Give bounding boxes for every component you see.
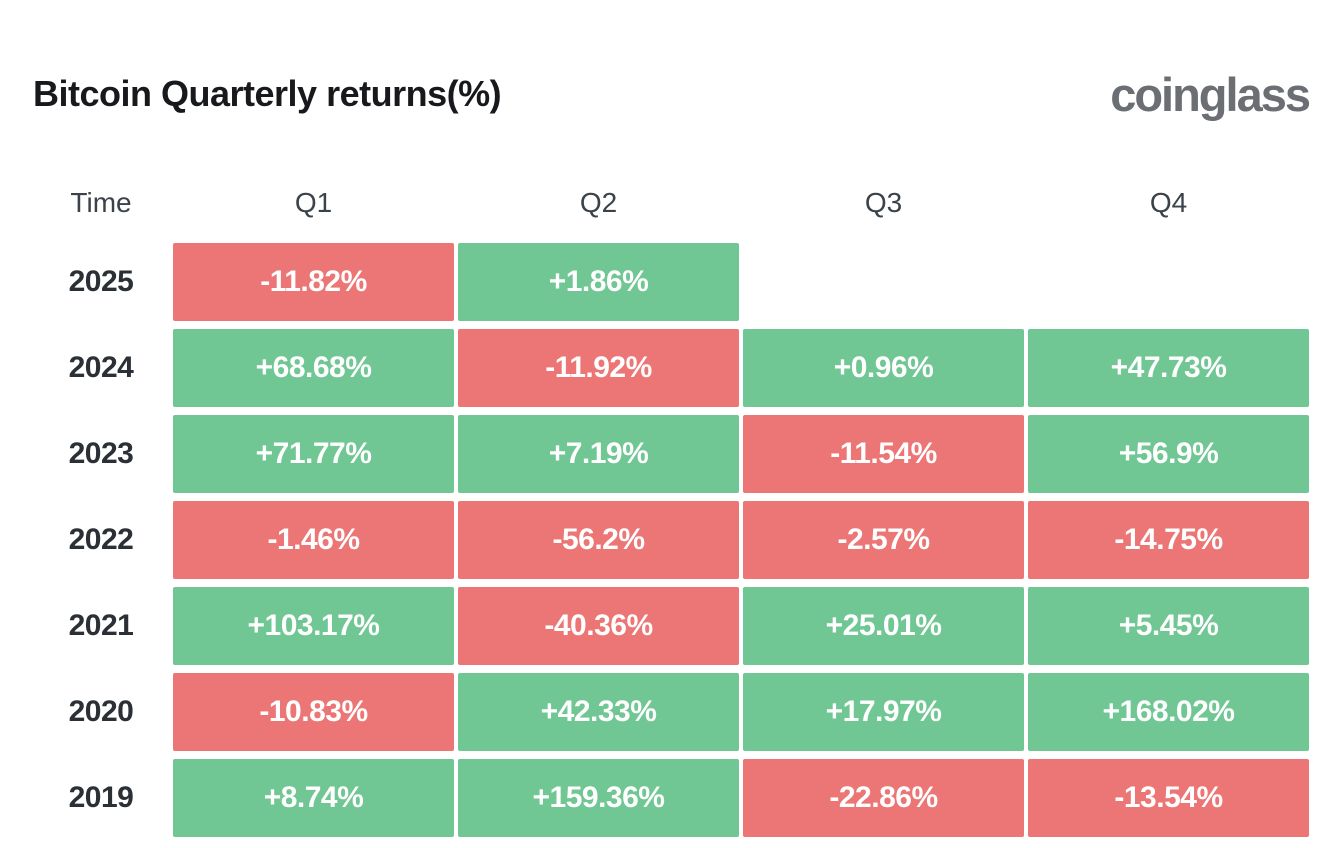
table-header-row: Time Q1 Q2 Q3 Q4: [0, 183, 1309, 223]
cell-2025-q3: [743, 243, 1024, 321]
cell-2024-q1: +68.68%: [173, 329, 454, 407]
cell-2021-q2: -40.36%: [458, 587, 739, 665]
row-label-2019: 2019: [68, 781, 134, 814]
column-header-q1: Q1: [294, 187, 333, 218]
cell-2020-q4: +168.02%: [1028, 673, 1309, 751]
cell-2023-q1: +71.77%: [173, 415, 454, 493]
cell-2022-q2: -56.2%: [458, 501, 739, 579]
row-label-2025: 2025: [68, 265, 134, 298]
row-label-2021: 2021: [68, 609, 134, 642]
row-label-2022: 2022: [68, 523, 134, 556]
cell-2019-q3: -22.86%: [743, 759, 1024, 837]
column-header-q4: Q4: [1149, 187, 1188, 218]
cell-2023-q2: +7.19%: [458, 415, 739, 493]
cell-2024-q3: +0.96%: [743, 329, 1024, 407]
cell-2019-q4: -13.54%: [1028, 759, 1309, 837]
column-header-q3: Q3: [864, 187, 903, 218]
row-label-2020: 2020: [68, 695, 134, 728]
page-title: Bitcoin Quarterly returns(%): [33, 73, 502, 114]
cell-2025-q4: [1028, 243, 1309, 321]
cell-2019-q2: +159.36%: [458, 759, 739, 837]
column-header-q2: Q2: [579, 187, 618, 218]
cell-2025-q1: -11.82%: [173, 243, 454, 321]
cell-2019-q1: +8.74%: [173, 759, 454, 837]
cell-2023-q4: +56.9%: [1028, 415, 1309, 493]
cell-2021-q4: +5.45%: [1028, 587, 1309, 665]
cell-2023-q3: -11.54%: [743, 415, 1024, 493]
cell-2020-q1: -10.83%: [173, 673, 454, 751]
cell-2021-q3: +25.01%: [743, 587, 1024, 665]
column-header-time: Time: [70, 187, 132, 218]
cell-2022-q4: -14.75%: [1028, 501, 1309, 579]
cell-2024-q2: -11.92%: [458, 329, 739, 407]
row-label-2024: 2024: [68, 351, 134, 384]
cell-2020-q2: +42.33%: [458, 673, 739, 751]
cell-2021-q1: +103.17%: [173, 587, 454, 665]
widget-header: Bitcoin Quarterly returns(%) coinglass: [33, 52, 1311, 136]
cell-2022-q3: -2.57%: [743, 501, 1024, 579]
row-label-2023: 2023: [68, 437, 134, 470]
cell-2020-q3: +17.97%: [743, 673, 1024, 751]
cell-2024-q4: +47.73%: [1028, 329, 1309, 407]
returns-table: 2025 -11.82% +1.86% 2024 +68.68% -11.92%…: [0, 243, 1309, 837]
cell-2025-q2: +1.86%: [458, 243, 739, 321]
cell-2022-q1: -1.46%: [173, 501, 454, 579]
coinglass-logo[interactable]: coinglass: [1110, 67, 1311, 121]
